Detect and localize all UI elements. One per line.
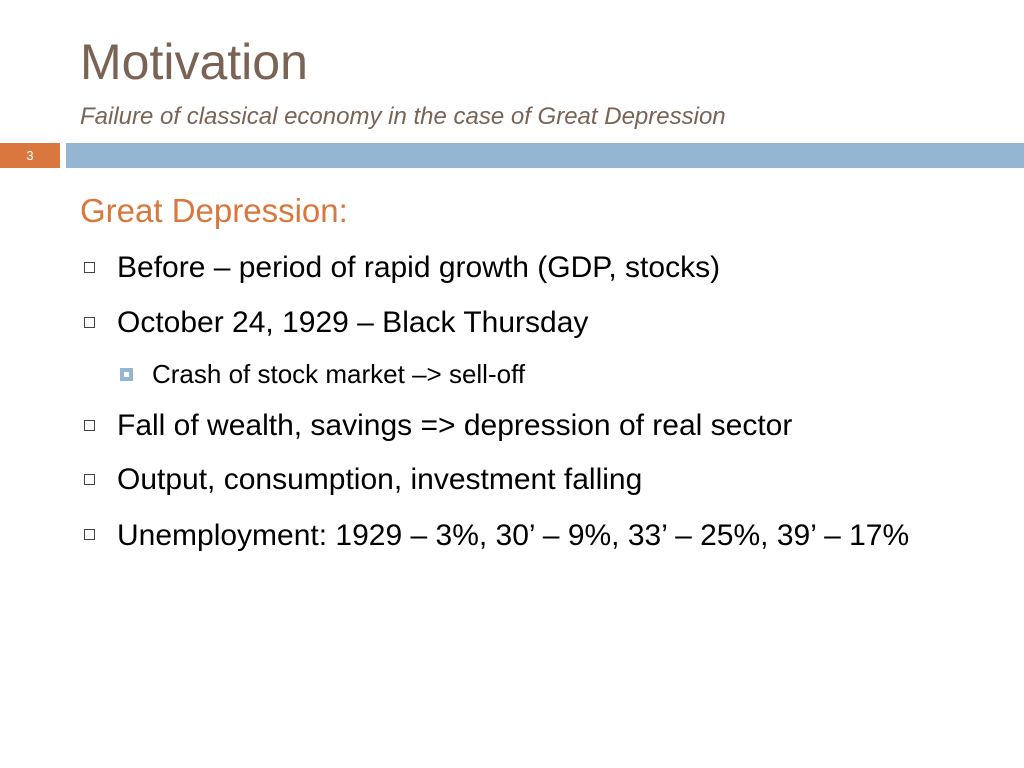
hollow-square-icon bbox=[84, 529, 95, 540]
hollow-square-icon bbox=[84, 262, 95, 273]
bullet-text: Fall of wealth, savings => depression of… bbox=[117, 409, 793, 442]
filled-square-bullet-icon bbox=[120, 368, 133, 381]
slide-title: Motivation bbox=[80, 34, 308, 90]
hollow-square-icon bbox=[84, 474, 95, 485]
slide-subtitle: Failure of classical economy in the case… bbox=[80, 103, 726, 130]
sub-bullet-text: Crash of stock market –> sell-off bbox=[152, 359, 526, 389]
bullet-text: Output, consumption, investment falling bbox=[117, 463, 643, 496]
section-heading: Great Depression: bbox=[80, 192, 348, 229]
slide-number: 3 bbox=[0, 143, 60, 168]
bullet-text: Before – period of rapid growth (GDP, st… bbox=[117, 251, 721, 284]
bullet-text: Unemployment: 1929 – 3%, 30’ – 9%, 33’ –… bbox=[117, 519, 910, 552]
hollow-square-icon bbox=[84, 420, 95, 431]
bullet-text: October 24, 1929 – Black Thursday bbox=[117, 306, 589, 339]
header-divider-bar bbox=[66, 143, 1024, 168]
hollow-square-icon bbox=[84, 317, 95, 328]
